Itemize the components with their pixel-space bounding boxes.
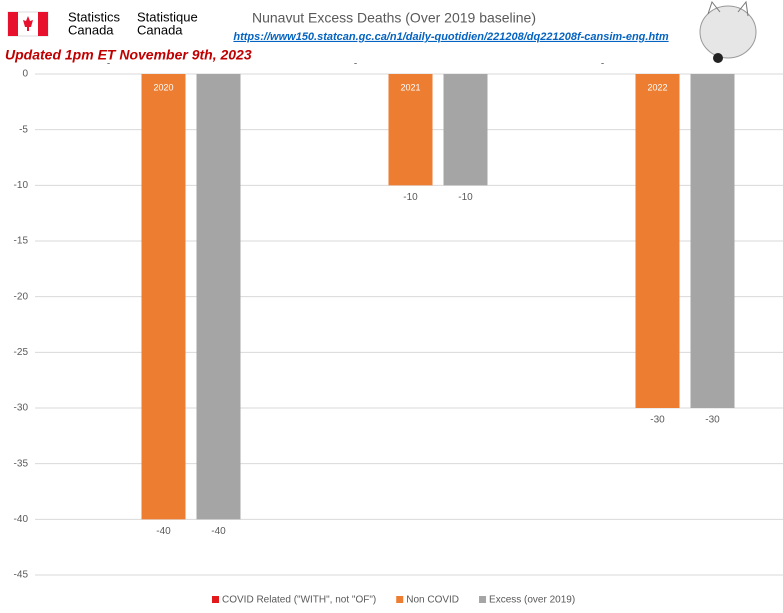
y-tick-label: -40: [14, 514, 29, 525]
legend-swatch: [212, 596, 219, 603]
y-tick-label: 0: [22, 69, 28, 80]
data-label: -10: [403, 192, 418, 203]
data-label: -40: [156, 526, 171, 537]
data-label: -30: [650, 415, 665, 426]
logo-text: Canada: [68, 22, 114, 37]
data-label: -: [601, 59, 604, 70]
updated-note: Updated 1pm ET November 9th, 2023: [5, 47, 252, 63]
y-tick-label: -30: [14, 403, 29, 414]
wolf-ears: [707, 0, 749, 17]
bar: [443, 74, 488, 186]
wolf-head: [699, 5, 757, 59]
x-tick-label: 2022: [647, 82, 667, 92]
legend-label: COVID Related ("WITH", not "OF"): [222, 595, 376, 606]
bar: [196, 74, 241, 520]
paw: [713, 53, 723, 63]
flag-band: [38, 12, 48, 36]
logo-text: Statistics: [68, 9, 121, 24]
flag-band: [8, 12, 18, 36]
legend-label: Non COVID: [406, 595, 459, 606]
y-tick-label: -45: [14, 570, 29, 581]
logo-text: Statistique: [137, 9, 198, 24]
legend-label: Excess (over 2019): [489, 595, 575, 606]
y-tick-label: -25: [14, 347, 29, 358]
legend-swatch: [479, 596, 487, 603]
y-tick-label: -15: [14, 236, 29, 247]
bar: [690, 74, 735, 408]
data-label: -40: [211, 526, 226, 537]
data-label: -: [354, 59, 357, 70]
bar: [388, 74, 433, 186]
y-tick-label: -10: [14, 180, 29, 191]
x-tick-label: 2020: [153, 82, 173, 92]
data-label: -: [107, 59, 110, 70]
statcan-logo: Statistics Canada Statistique Canada: [7, 9, 198, 37]
x-tick-label: 2021: [400, 82, 420, 92]
chart-title: Nunavut Excess Deaths (Over 2019 baselin…: [252, 10, 536, 26]
source-link[interactable]: https://www150.statcan.gc.ca/n1/daily-qu…: [233, 31, 668, 43]
y-tick-label: -5: [19, 124, 28, 135]
data-label: -10: [458, 192, 473, 203]
bar: [635, 74, 680, 408]
legend-swatch: [396, 596, 404, 603]
y-tick-label: -20: [14, 291, 29, 302]
data-label: -30: [705, 415, 720, 426]
logo-text: Canada: [137, 22, 183, 37]
y-tick-label: -35: [14, 458, 29, 469]
maple-leaf: [23, 16, 33, 31]
bar: [141, 74, 186, 520]
wolf-logo: [699, 0, 757, 63]
